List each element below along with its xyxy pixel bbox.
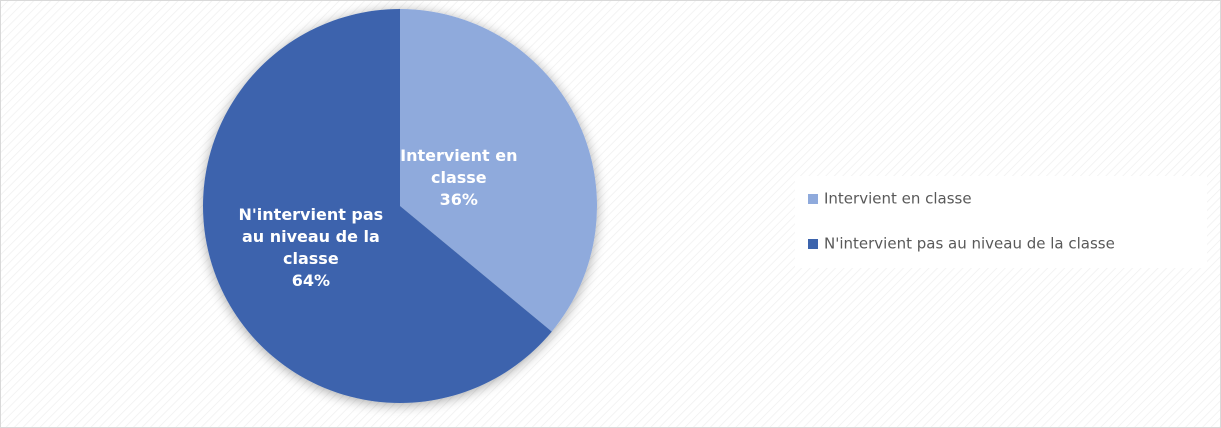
data-label-category: N'intervient pas au niveau de la classe xyxy=(238,204,384,268)
data-label: N'intervient pas au niveau de la classe6… xyxy=(238,188,384,308)
legend-swatch xyxy=(808,239,818,249)
legend-label: Intervient en classe xyxy=(824,190,972,208)
data-label-value: 64% xyxy=(291,270,330,290)
pie-slice xyxy=(400,9,597,332)
data-label-box: Intervient en classe 36% xyxy=(386,118,532,238)
data-label-category: Intervient en classe xyxy=(400,146,518,188)
legend-swatch xyxy=(808,194,818,204)
pie xyxy=(202,9,597,404)
legend-box xyxy=(795,176,1207,268)
data-label-value: 36% xyxy=(439,190,478,210)
legend-label: N'intervient pas au niveau de la classe xyxy=(824,235,1115,253)
data-label-box: N'intervient pas au niveau de la classe 6… xyxy=(238,188,384,308)
pie-slice xyxy=(202,9,552,404)
